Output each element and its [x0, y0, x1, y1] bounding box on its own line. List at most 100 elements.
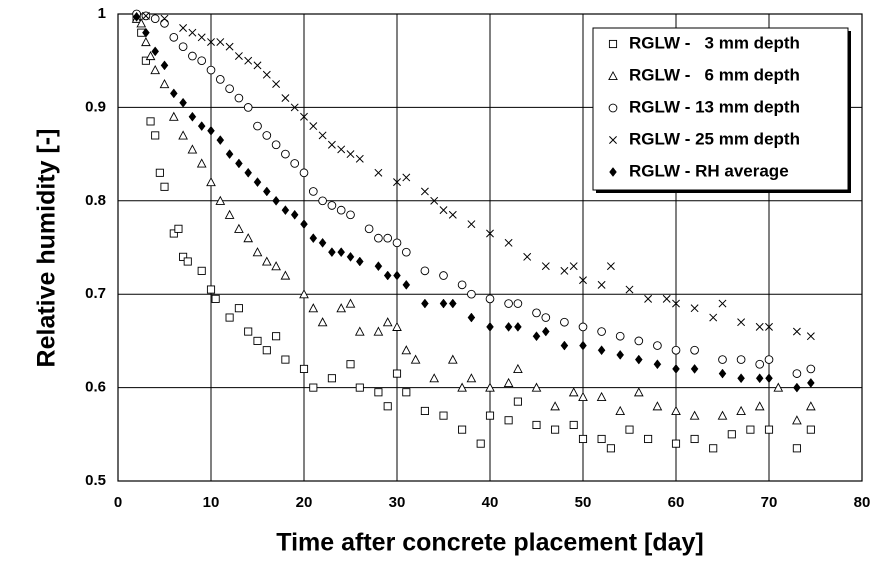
legend-marker	[608, 103, 618, 113]
point	[281, 149, 290, 159]
point	[644, 294, 653, 303]
point	[337, 145, 346, 154]
point	[806, 332, 815, 341]
point	[690, 304, 699, 313]
point	[374, 168, 383, 177]
point	[755, 359, 765, 369]
point	[532, 420, 541, 430]
point	[318, 196, 327, 206]
point	[261, 256, 272, 266]
point	[179, 24, 188, 32]
point	[150, 14, 160, 24]
point	[672, 364, 680, 374]
point	[179, 252, 188, 261]
point	[160, 18, 169, 28]
point	[615, 331, 625, 341]
point	[486, 229, 494, 238]
point	[792, 369, 802, 378]
point	[792, 327, 801, 336]
point	[792, 444, 801, 453]
point	[207, 38, 215, 46]
point	[467, 220, 476, 229]
point	[718, 355, 727, 364]
point	[346, 360, 355, 369]
point	[225, 42, 234, 51]
point	[597, 280, 606, 289]
point	[383, 270, 392, 281]
point	[178, 130, 188, 140]
point	[141, 56, 150, 65]
point	[346, 150, 355, 159]
point	[244, 167, 253, 178]
point	[206, 285, 216, 294]
point	[383, 402, 392, 411]
point	[197, 266, 206, 275]
x-tick-label: 30	[389, 494, 406, 511]
point	[671, 405, 681, 415]
point	[215, 75, 225, 84]
point	[709, 313, 718, 322]
point	[560, 317, 569, 327]
point	[476, 439, 485, 448]
point	[299, 364, 309, 373]
point	[374, 261, 383, 272]
point	[300, 112, 308, 121]
point	[393, 178, 401, 187]
point	[727, 430, 736, 439]
point	[652, 401, 663, 411]
point	[272, 195, 280, 206]
point	[401, 247, 411, 257]
point	[523, 252, 532, 261]
point	[393, 270, 401, 281]
point	[596, 391, 607, 401]
point	[308, 303, 319, 313]
point	[513, 397, 522, 406]
point	[644, 434, 653, 444]
point	[211, 294, 220, 303]
y-tick-label: 0.9	[85, 98, 106, 115]
point	[206, 177, 216, 187]
point	[467, 289, 476, 299]
point	[736, 355, 746, 364]
legend-marker	[608, 70, 618, 81]
point	[355, 383, 364, 392]
point	[690, 345, 699, 355]
point	[188, 111, 197, 122]
point	[327, 374, 336, 383]
point	[448, 210, 457, 219]
point	[439, 206, 448, 215]
point	[234, 52, 243, 60]
point	[625, 285, 634, 294]
point	[309, 122, 318, 131]
point	[457, 280, 467, 290]
point	[169, 32, 179, 42]
point	[327, 140, 336, 149]
point	[736, 405, 746, 415]
point	[597, 345, 606, 356]
x-tick-label: 20	[296, 494, 313, 511]
legend-marker	[609, 136, 617, 144]
point	[373, 326, 384, 336]
x-tick-label: 10	[203, 494, 220, 511]
point	[169, 88, 178, 99]
point	[188, 28, 197, 37]
point	[532, 331, 541, 342]
point	[402, 388, 411, 397]
point	[281, 355, 290, 364]
point	[392, 369, 402, 378]
point	[318, 131, 327, 140]
point	[457, 382, 467, 392]
legend-label: RGLW - RH average	[629, 161, 789, 180]
point	[764, 425, 774, 434]
point	[514, 321, 522, 332]
point	[560, 340, 569, 351]
point	[159, 78, 170, 89]
point	[169, 229, 178, 238]
point	[300, 219, 308, 230]
point	[653, 359, 662, 370]
legend-label: RGLW - 3 mm depth	[629, 33, 800, 52]
point	[243, 103, 253, 112]
point	[447, 354, 458, 364]
point	[141, 36, 151, 47]
